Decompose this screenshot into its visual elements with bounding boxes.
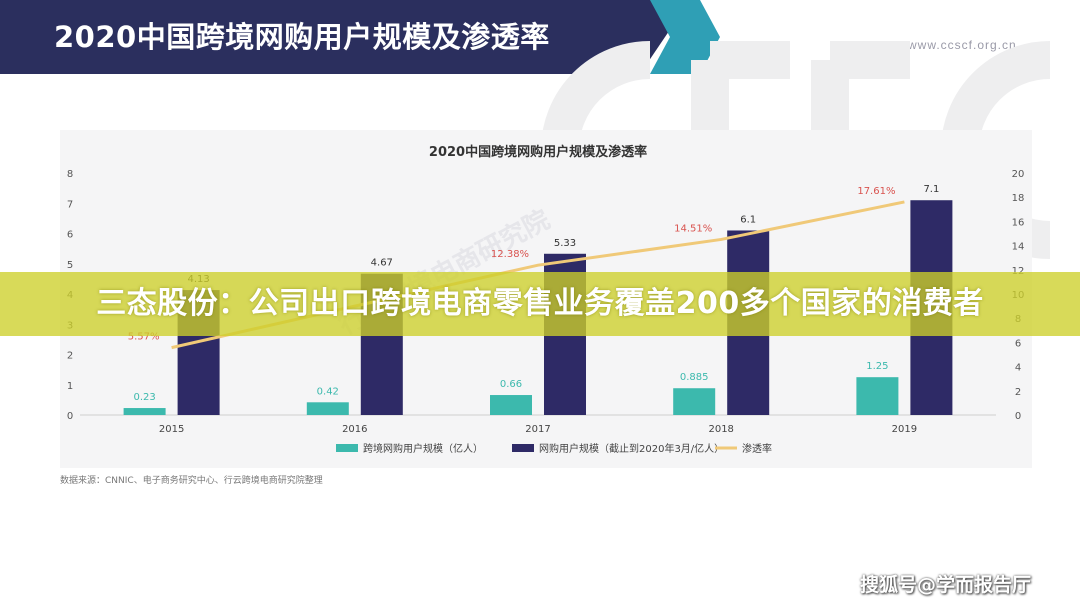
y-right-tick-label: 16 (1012, 217, 1025, 228)
legend-online-shopping-label: 网购用户规模（截止到2020年3月/亿人） (539, 442, 724, 455)
legend-online-shopping-swatch (512, 444, 534, 452)
y-left-tick-label: 0 (67, 411, 73, 422)
headline-banner: 三态股份：公司出口跨境电商零售业务覆盖200多个国家的消费者 (0, 272, 1080, 336)
data-label-online-shopping: 7.1 (923, 184, 939, 195)
header-accent-stripe (650, 0, 720, 74)
source-note: 数据来源：CNNIC、电子商务研究中心、行云跨境电商研究院整理 (60, 476, 323, 486)
y-right-tick-label: 2 (1015, 387, 1021, 398)
bar-cross-border-users (856, 377, 899, 415)
data-label-cross-border: 1.25 (866, 361, 888, 372)
data-label-cross-border: 0.23 (133, 392, 155, 403)
y-right-tick-label: 12 (1012, 266, 1025, 277)
x-tick-label: 2018 (708, 424, 733, 435)
y-right-tick-label: 0 (1015, 411, 1021, 422)
x-tick-label: 2019 (892, 424, 917, 435)
data-label-penetration-rate: 17.61% (857, 186, 895, 197)
data-label-penetration-rate: 12.38% (491, 249, 529, 260)
site-url: www.ccscf.org.cn (908, 38, 1017, 52)
y-left-tick-label: 7 (67, 199, 73, 210)
x-tick-label: 2015 (159, 424, 184, 435)
y-right-tick-label: 14 (1012, 242, 1025, 253)
headline-banner-text: 三态股份：公司出口跨境电商零售业务覆盖200多个国家的消费者 (96, 286, 984, 321)
y-right-tick-label: 20 (1012, 169, 1025, 180)
x-tick-label: 2016 (342, 424, 367, 435)
y-left-tick-label: 2 (67, 351, 73, 362)
slide-title: 2020中国跨境网购用户规模及渗透率 (54, 20, 550, 54)
data-label-online-shopping: 6.1 (740, 214, 756, 225)
publisher-credit: 搜狐号@学而报告厅 (860, 574, 1032, 596)
y-left-tick-label: 8 (67, 169, 73, 180)
header-band (0, 0, 720, 74)
y-right-tick-label: 6 (1015, 338, 1021, 349)
header-background (0, 0, 690, 74)
x-tick-label: 2017 (525, 424, 550, 435)
data-label-penetration-rate: 14.51% (674, 223, 712, 234)
y-right-tick-label: 4 (1015, 363, 1021, 374)
data-label-online-shopping: 4.67 (371, 258, 393, 269)
y-left-tick-label: 6 (67, 230, 73, 241)
data-label-cross-border: 0.885 (680, 372, 709, 383)
data-label-online-shopping: 5.33 (554, 238, 576, 249)
bar-cross-border-users (673, 388, 716, 415)
legend-penetration-rate-label: 渗透率 (742, 442, 772, 455)
y-left-tick-label: 1 (67, 381, 73, 392)
bar-cross-border-users (123, 408, 166, 415)
legend-cross-border-label: 跨境网购用户规模（亿人） (363, 442, 483, 455)
y-left-tick-label: 5 (67, 260, 73, 271)
data-label-cross-border: 0.42 (317, 386, 339, 397)
data-label-cross-border: 0.66 (500, 379, 522, 390)
bar-cross-border-users (490, 395, 532, 415)
y-right-tick-label: 18 (1012, 193, 1025, 204)
data-label-penetration-rate: 5.57% (128, 332, 160, 343)
chart-title: 2020中国跨境网购用户规模及渗透率 (429, 144, 647, 160)
legend-cross-border-swatch (336, 444, 358, 452)
bar-cross-border-users (306, 402, 349, 415)
